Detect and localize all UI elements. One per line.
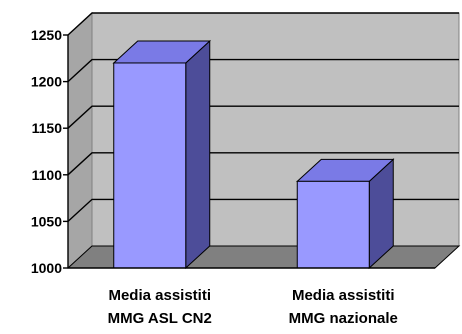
gridline [67, 152, 459, 176]
x-axis-labels: Media assistiti MMG ASL CN2 Media assistit… [108, 287, 398, 327]
bar [112, 39, 212, 270]
y-tick-label: 1150 [32, 120, 63, 136]
bars [112, 39, 395, 270]
gridline [67, 105, 459, 129]
bar-front [113, 62, 187, 269]
x-category-label: Media assistiti [292, 287, 395, 304]
y-tick-label: 1100 [32, 167, 63, 183]
y-tick-label: 1050 [31, 213, 62, 229]
y-tick-label: 1200 [31, 74, 62, 90]
x-category-label: MMG ASL CN2 [108, 310, 212, 327]
x-category-label: MMG nazionale [289, 310, 398, 327]
x-category-label: Media assistiti [108, 287, 211, 304]
gridline [67, 58, 459, 83]
side-wall [67, 11, 93, 270]
bar [295, 158, 395, 270]
gridline [67, 12, 459, 36]
bar-front [296, 180, 370, 269]
y-tick-label: 1250 [31, 27, 62, 43]
y-tick-label: 1000 [31, 260, 62, 276]
y-axis: 1000 1050 1100 1150 1200 1250 [31, 27, 435, 276]
bar-side [185, 39, 211, 270]
